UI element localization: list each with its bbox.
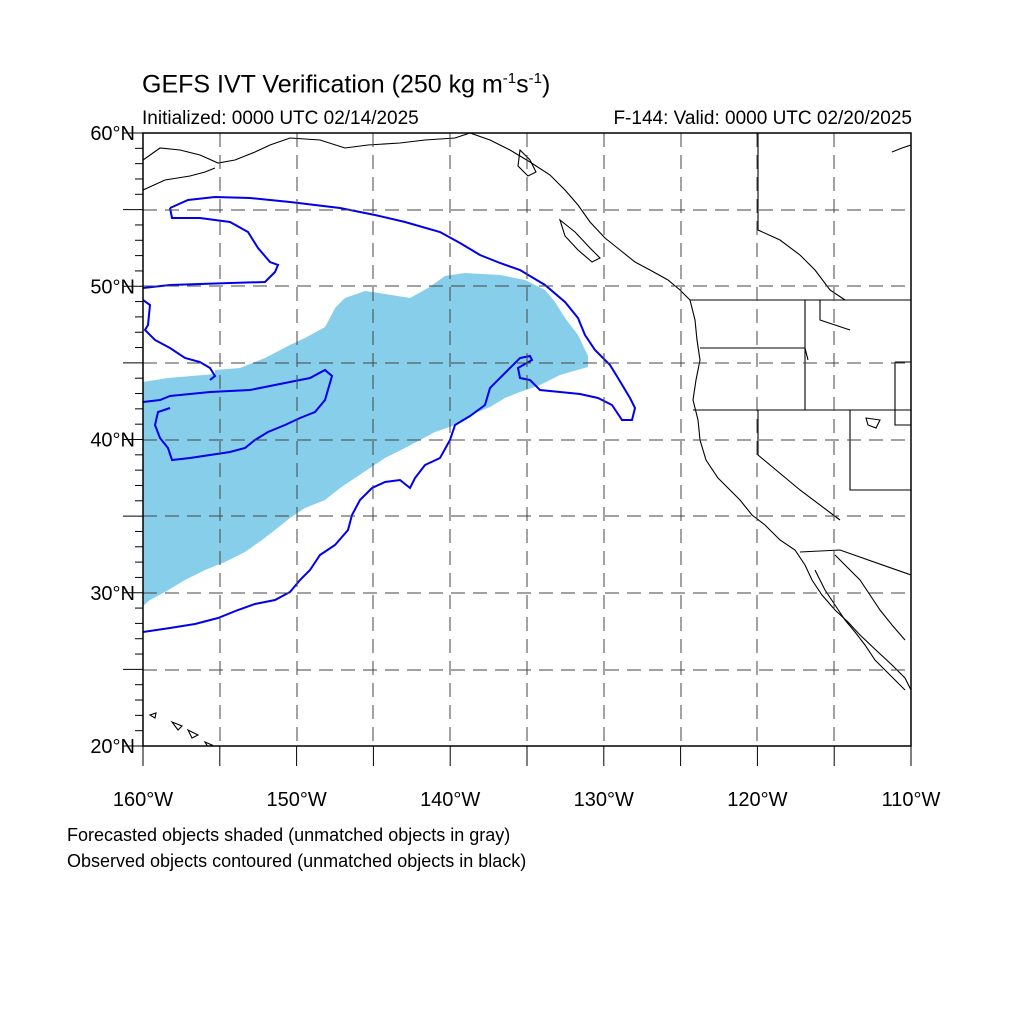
- alberta-border: [819, 300, 851, 331]
- init-time-label: Initialized: 0000 UTC 02/14/2025: [142, 108, 419, 129]
- mt-border: [894, 361, 911, 426]
- observed-ivt-object-inner: [143, 368, 334, 462]
- nv-ut-border: [849, 410, 911, 491]
- axis-ticks: [123, 132, 912, 766]
- lat-label-50: 50°N: [90, 276, 135, 298]
- latitude-labels: 60°N 50°N 40°N 30°N 20°N: [90, 123, 135, 758]
- wa-or-border: [700, 347, 809, 361]
- observed-ivt-object-north: [143, 195, 637, 633]
- bc-coastline: [469, 133, 911, 691]
- longitude-labels: 160°W 150°W 140°W 130°W 120°W 110°W: [113, 789, 941, 811]
- lon-label-160: 160°W: [113, 789, 173, 811]
- nw-territories: [891, 144, 911, 153]
- lon-label-130: 130°W: [574, 789, 634, 811]
- us-mexico-border: [799, 549, 911, 576]
- land-outlines: [143, 133, 911, 746]
- observed-ivt-object-west: [143, 299, 217, 381]
- lon-label-110: 110°W: [882, 789, 941, 811]
- lon-label-120: 120°W: [727, 789, 787, 811]
- great-salt-lake: [865, 417, 881, 429]
- footnote-forecast: Forecasted objects shaded (unmatched obj…: [67, 825, 511, 845]
- vancouver-island: [558, 218, 601, 263]
- ca-nv-border: [757, 410, 841, 521]
- gulf-california: [834, 554, 906, 641]
- grid-lines: [143, 133, 911, 746]
- valid-time-label: F-144: Valid: 0000 UTC 02/20/2025: [613, 108, 912, 129]
- baja-peninsula: [814, 569, 906, 691]
- hawaii-islands: [148, 712, 214, 746]
- lon-label-150: 150°W: [266, 789, 326, 811]
- observed-ivt-object-loop: [143, 207, 280, 289]
- alaska-coastline: [143, 133, 471, 164]
- lat-label-20: 20°N: [90, 736, 135, 758]
- lat-label-60: 60°N: [90, 123, 135, 145]
- canada-rockies: [757, 133, 846, 301]
- lat-label-30: 30°N: [90, 583, 135, 605]
- page-title: GEFS IVT Verification (250 kg m-1s-1): [142, 70, 551, 99]
- lon-label-140: 140°W: [420, 789, 480, 811]
- lat-label-40: 40°N: [90, 430, 135, 452]
- haida-gwaii: [517, 148, 537, 177]
- alaska-coastline-south: [143, 167, 216, 191]
- footnote-observed: Observed objects contoured (unmatched ob…: [67, 851, 527, 871]
